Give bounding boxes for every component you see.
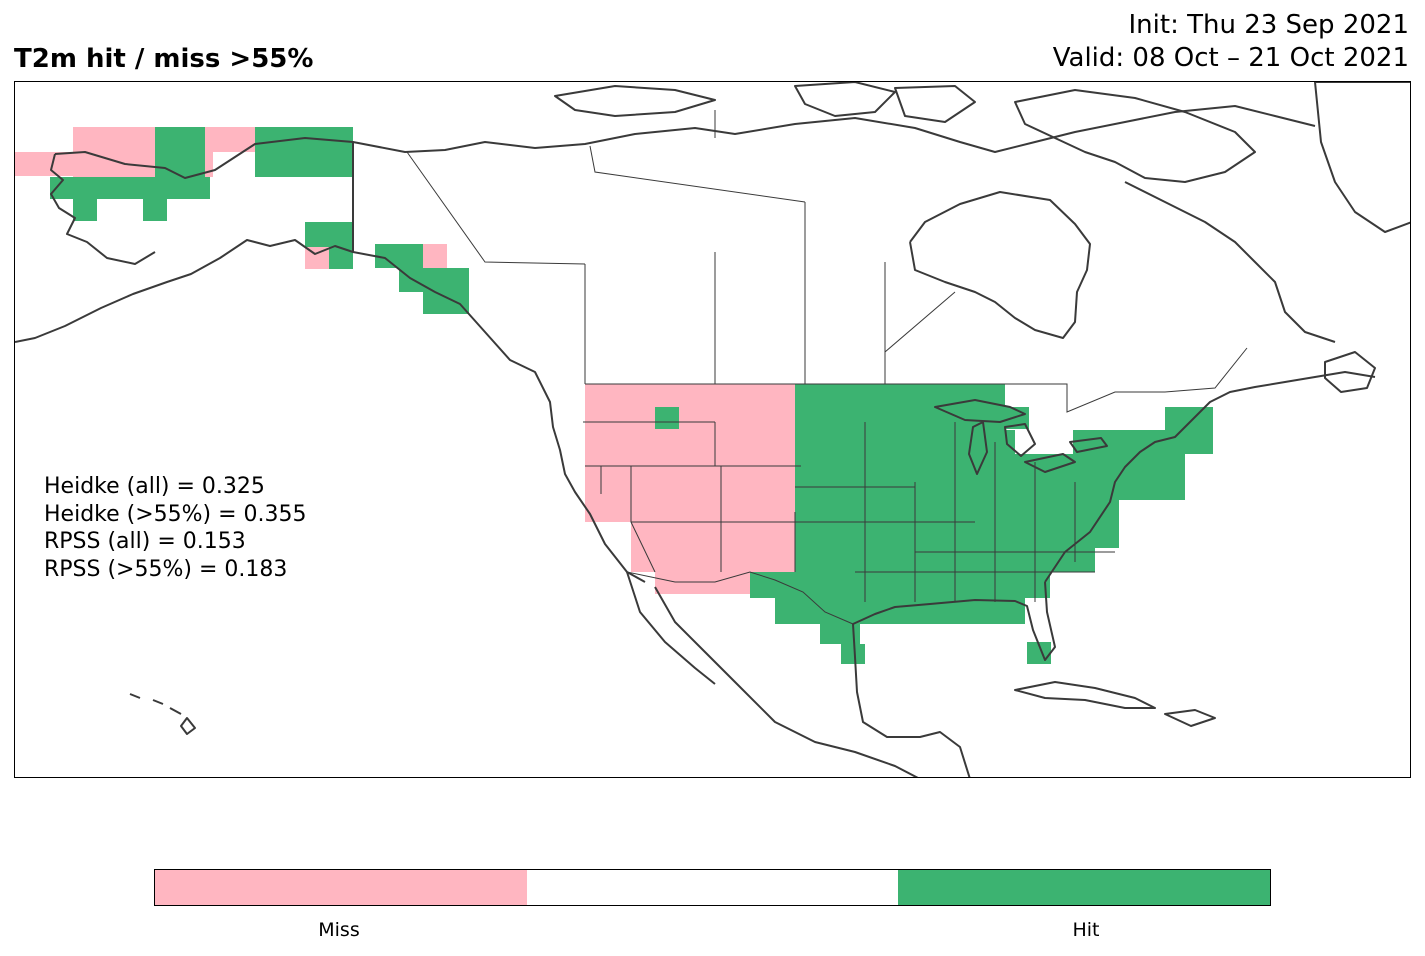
hit-cell (375, 244, 423, 268)
hudson-bay (909, 191, 1091, 339)
greenland (1314, 82, 1410, 233)
score-rpss-55: RPSS (>55%) = 0.183 (44, 556, 288, 582)
gulf-coast (852, 581, 1056, 661)
hit-cell (750, 572, 1050, 598)
miss-cell (15, 152, 73, 176)
pacific-coast (352, 251, 646, 583)
arctic-coast (352, 105, 1316, 153)
baffin-island (1014, 89, 1256, 183)
canada-us-border (585, 347, 1248, 413)
hit-cell (820, 624, 860, 644)
miss-cell (585, 474, 795, 522)
baja-coast (626, 571, 716, 685)
lake-superior (934, 399, 1026, 423)
hit-cell (1165, 407, 1213, 431)
hit-cell (399, 268, 469, 292)
cuba (1014, 681, 1156, 709)
score-rpss-all: RPSS (all) = 0.153 (44, 529, 246, 554)
hit-cell (795, 384, 1005, 430)
labrador-coast (1124, 181, 1336, 343)
colorbar (154, 869, 1271, 906)
hit-cell (655, 407, 679, 429)
atlantic-coast (1044, 371, 1376, 583)
hit-cell (255, 127, 353, 177)
init-date: Init: Thu 23 Sep 2021 (1128, 10, 1409, 40)
hit-cell (1095, 454, 1185, 500)
province-lines (406, 110, 956, 384)
skill-scores: Heidke (all) = 0.325 Heidke (>55%) = 0.3… (44, 473, 307, 583)
lake-ontario (1069, 437, 1108, 453)
hit-cell (155, 127, 205, 177)
colorbar-label-hit: Hit (1072, 919, 1100, 941)
alaska-coast (15, 137, 354, 343)
mexico-gulf-coast (852, 623, 971, 777)
coastlines (15, 82, 1410, 777)
hit-cell (50, 177, 210, 199)
miss-cell (585, 428, 795, 474)
hit-cell (841, 644, 865, 664)
borders (352, 110, 1248, 625)
colorbar-neutral-segment (526, 870, 899, 905)
colorbar-label-miss: Miss (318, 919, 360, 941)
map-title: T2m hit / miss >55% (14, 44, 314, 74)
colorbar-miss-segment (155, 870, 527, 905)
hit-cell (795, 430, 1015, 454)
miss-cell (655, 572, 775, 594)
score-heidke-all: Heidke (all) = 0.325 (44, 474, 265, 499)
hit-cell (73, 199, 97, 221)
valid-period: Valid: 08 Oct – 21 Oct 2021 (1052, 43, 1409, 73)
newfoundland (1324, 351, 1376, 393)
hit-cell (423, 292, 469, 314)
colorbar-hit-segment (898, 870, 1271, 905)
hit-cell (143, 199, 167, 221)
miss-cell (205, 127, 255, 152)
score-heidke-55: Heidke (>55%) = 0.355 (44, 501, 307, 527)
alaska-west-coast (50, 153, 156, 265)
map-canvas (15, 82, 1410, 777)
hispaniola (1164, 709, 1216, 727)
mexico-us-border (626, 571, 854, 625)
forecast-cells (15, 127, 1213, 664)
miss-cell (305, 247, 329, 269)
arctic-island (554, 85, 716, 117)
arctic-island (794, 82, 896, 117)
arctic-island (894, 85, 976, 123)
miss-cell (631, 522, 795, 572)
hawaii (129, 693, 196, 735)
hit-cell (329, 247, 353, 269)
state-lines (583, 421, 1115, 602)
miss-cell (423, 244, 447, 268)
lake-erie (1024, 453, 1076, 473)
miss-cell (585, 384, 795, 428)
hit-cell (775, 598, 1025, 624)
hit-cell (305, 222, 353, 247)
hit-cell (795, 454, 1095, 572)
lake-michigan (968, 421, 988, 475)
map-panel[interactable] (14, 81, 1411, 778)
lake-huron (1004, 423, 1036, 457)
mexico-west-coast (654, 586, 919, 777)
